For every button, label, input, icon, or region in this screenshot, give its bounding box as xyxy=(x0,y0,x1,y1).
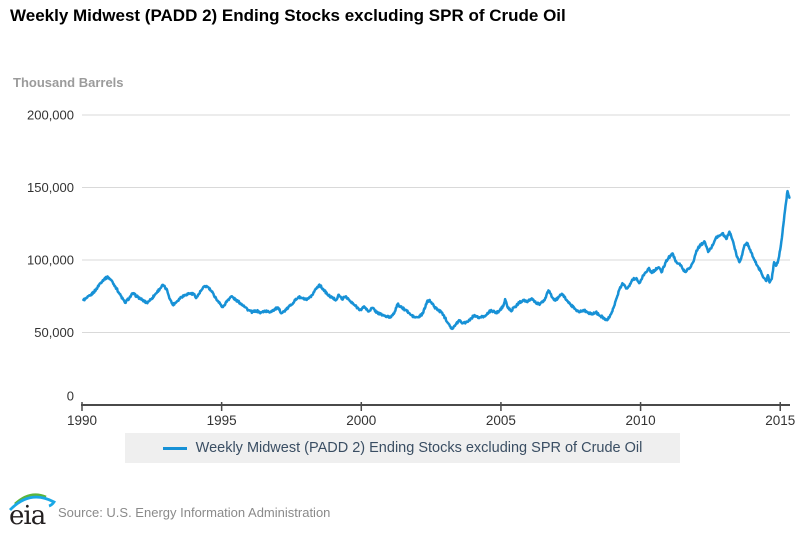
page-title: Weekly Midwest (PADD 2) Ending Stocks ex… xyxy=(10,6,566,25)
legend: Weekly Midwest (PADD 2) Ending Stocks ex… xyxy=(125,433,680,463)
y-tick-label: 100,000 xyxy=(27,253,74,268)
eia-logo-text: eia xyxy=(9,501,46,529)
eia-logo: eia xyxy=(8,493,56,529)
footer: eia Source: U.S. Energy Information Admi… xyxy=(0,483,800,534)
x-tick-label: 1990 xyxy=(67,413,97,428)
y-axis-unit-label: Thousand Barrels xyxy=(13,75,124,90)
legend-line-swatch xyxy=(162,446,187,450)
x-tick-label: 2015 xyxy=(765,413,795,428)
source-attribution: Source: U.S. Energy Information Administ… xyxy=(58,505,331,520)
y-tick-label: 0 xyxy=(67,389,74,404)
x-tick-label: 2000 xyxy=(346,413,376,428)
y-tick-label: 200,000 xyxy=(27,108,74,123)
series-line xyxy=(82,189,791,331)
eia-logo-blue-swoosh xyxy=(8,495,56,511)
x-tick-label: 1995 xyxy=(207,413,237,428)
x-tick-label: 2010 xyxy=(626,413,656,428)
x-tick-label: 2005 xyxy=(486,413,516,428)
y-tick-label: 150,000 xyxy=(27,180,74,195)
y-tick-label: 50,000 xyxy=(34,325,74,340)
legend-series-label: Weekly Midwest (PADD 2) Ending Stocks ex… xyxy=(195,440,643,456)
